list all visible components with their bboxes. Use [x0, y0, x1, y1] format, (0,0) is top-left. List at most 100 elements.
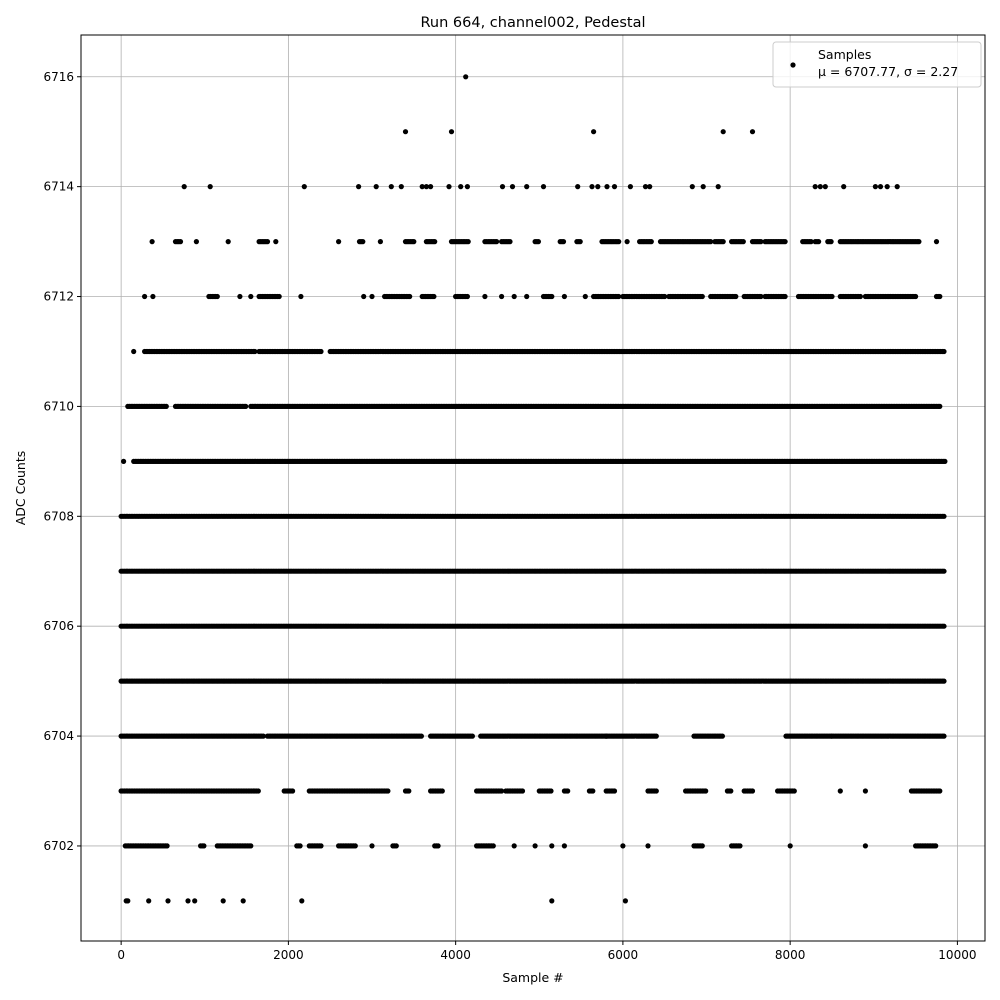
data-point: [700, 184, 706, 190]
data-point: [937, 788, 943, 794]
data-point: [782, 293, 788, 300]
x-tick-label: 2000: [273, 948, 304, 962]
data-point: [549, 293, 555, 300]
data-point: [941, 568, 947, 574]
data-point: [243, 403, 249, 409]
data-point: [812, 184, 818, 190]
data-point: [207, 184, 213, 190]
legend-stats: μ = 6707.77, σ = 2.27: [818, 64, 958, 79]
data-point: [787, 843, 793, 849]
data-point: [733, 293, 739, 300]
data-point: [509, 184, 516, 190]
data-point: [590, 788, 596, 794]
data-point: [237, 293, 243, 300]
data-point: [125, 898, 131, 904]
data-point: [150, 293, 156, 300]
data-point: [737, 843, 743, 849]
data-point: [689, 184, 695, 190]
data-point: [624, 239, 630, 245]
data-point: [369, 843, 375, 849]
data-point: [418, 733, 424, 739]
data-point: [393, 843, 399, 849]
data-point: [165, 898, 171, 904]
data-point: [318, 843, 324, 849]
data-point: [782, 239, 788, 245]
data-point: [653, 788, 659, 794]
data-point: [884, 184, 890, 190]
data-point: [446, 184, 452, 190]
data-point: [356, 184, 362, 190]
data-point: [352, 843, 358, 849]
data-point: [146, 898, 152, 904]
data-points: [118, 74, 948, 904]
data-point: [385, 788, 391, 794]
data-point: [595, 184, 601, 190]
data-point: [439, 788, 445, 794]
data-point: [448, 129, 455, 135]
data-point: [560, 239, 567, 245]
data-point: [817, 184, 823, 190]
x-tick-label: 4000: [440, 948, 471, 962]
data-point: [720, 129, 726, 135]
data-point: [532, 843, 538, 849]
data-point: [719, 733, 726, 739]
data-point: [758, 293, 764, 300]
plot-frame: [80, 34, 986, 942]
data-point: [565, 788, 571, 794]
data-point: [361, 293, 367, 300]
data-point: [264, 239, 271, 245]
data-point: [377, 239, 383, 245]
data-point: [728, 788, 734, 794]
data-point: [469, 733, 475, 739]
data-point: [248, 843, 254, 849]
data-point: [715, 184, 721, 190]
data-point: [494, 239, 500, 245]
data-point: [201, 843, 207, 849]
data-point: [894, 184, 900, 190]
data-point: [499, 184, 506, 190]
data-point: [591, 129, 597, 135]
data-point: [499, 293, 505, 300]
data-point: [255, 788, 261, 794]
x-axis-ticks: 0 2000 4000 6000 8000 10000: [117, 941, 976, 962]
data-point: [549, 898, 555, 904]
data-point: [463, 74, 469, 80]
data-point: [662, 293, 668, 300]
data-point: [482, 293, 488, 300]
data-point: [933, 843, 939, 849]
data-point: [535, 239, 542, 245]
data-point: [648, 239, 654, 245]
data-point: [740, 239, 746, 245]
data-point: [428, 184, 434, 190]
data-point: [248, 293, 254, 300]
data-point: [627, 184, 634, 190]
data-point: [411, 239, 417, 245]
data-point: [941, 623, 947, 629]
y-tick-label: 6702: [43, 839, 74, 853]
y-axis-label: ADC Counts: [13, 451, 28, 526]
data-point: [142, 293, 148, 300]
data-point: [465, 239, 471, 245]
data-point: [829, 293, 835, 300]
y-tick-label: 6712: [43, 290, 74, 304]
data-point: [464, 293, 470, 300]
data-point: [431, 293, 437, 300]
data-point: [808, 239, 814, 245]
data-point: [149, 239, 155, 245]
data-point: [941, 348, 947, 355]
legend-marker: [790, 62, 796, 68]
data-point: [941, 678, 947, 684]
data-point: [916, 239, 922, 245]
data-point: [511, 843, 517, 849]
data-point: [561, 293, 568, 300]
data-point: [511, 293, 517, 300]
data-point: [336, 239, 342, 245]
data-point: [645, 843, 651, 849]
data-point: [298, 293, 304, 300]
data-point: [872, 184, 879, 190]
data-point: [524, 293, 530, 300]
data-point: [373, 184, 379, 190]
y-tick-label: 6708: [43, 509, 74, 523]
data-point: [225, 239, 231, 245]
